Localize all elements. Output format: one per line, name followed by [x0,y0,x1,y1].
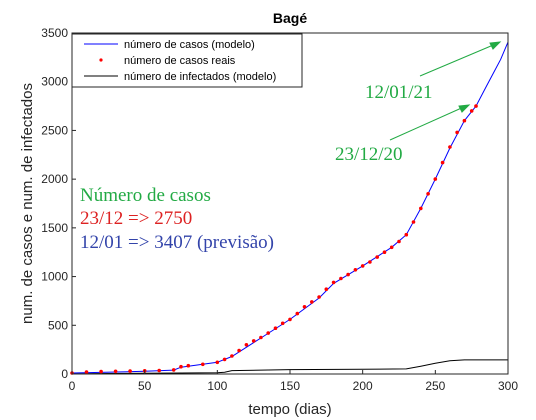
data-point-real-26 [324,287,329,292]
data-point-real-2 [99,369,103,374]
data-point-real-9 [186,363,191,368]
data-point-real-44 [455,130,459,135]
y-tick-label-2: 1000 [41,270,68,284]
data-point-real-3 [113,369,118,374]
data-point-real-4 [128,369,132,373]
plot-area [72,33,508,374]
annotation-arrows [389,41,502,141]
annotation-23-12-20: 23/12/20 [335,144,403,165]
data-point-real-39 [419,206,423,211]
x-tick-label-5: 250 [425,379,445,393]
y-tick-label-4: 2000 [41,172,68,186]
data-point-real-10 [201,362,205,367]
data-point-real-19 [273,326,278,331]
y-tick-label-6: 3000 [41,75,68,89]
data-point-real-16 [251,339,256,343]
y-tick-label-5: 2500 [41,123,68,137]
data-point-real-38 [411,220,416,224]
data-point-real-23 [302,305,307,309]
data-point-real-20 [280,321,285,326]
annotation-12-01-21: 12/01/21 [365,82,433,103]
data-point-real-31 [360,264,365,268]
data-point-real-40 [426,192,430,196]
info-line-2: 23/12 => 2750 [80,208,192,229]
data-point-real-43 [448,145,452,149]
data-point-real-41 [433,177,438,181]
ticks-layer: 0 50 100 150 200 250 3000500100015002000250030… [41,26,518,393]
legend-label-infected: número de infectados (modelo) [124,71,276,83]
data-point-real-34 [382,250,387,254]
data-point-real-18 [266,331,271,335]
data-point-real-46 [469,109,474,113]
x-tick-label-2: 100 [207,379,227,393]
info-line-3: 12/01 => 3407 (previsão) [80,232,274,253]
data-point-real-11 [215,360,220,365]
arrowhead-12-01-21 [489,41,502,50]
legend-swatch-real [99,58,103,62]
data-point-real-14 [237,348,241,353]
legend-label-real: número de casos reais [124,55,236,67]
legend-box [71,33,303,88]
data-point-real-37 [404,232,409,237]
data-point-real-45 [462,118,467,123]
y-tick-label-3: 1500 [41,221,68,235]
chart-title: Bagé [273,10,307,26]
y-tick-label-7: 3500 [41,26,68,40]
data-point-real-33 [375,255,380,259]
data-point-real-24 [310,300,314,304]
arrowhead-23-12-20 [458,104,471,113]
data-point-real-28 [339,276,343,281]
x-tick-label-3: 150 [280,379,300,393]
data-point-real-32 [368,260,372,264]
arrow-12-01-21 [419,42,499,77]
legend-label-model: número de casos (modelo) [124,39,255,51]
x-tick-label-6: 300 [498,379,518,393]
data-point-real-47 [474,104,478,108]
x-tick-label-0: 0 [69,379,76,393]
data-point-real-13 [230,354,234,358]
data-point-real-17 [259,335,263,340]
x-axis-label: tempo (dias) [248,401,331,418]
data-point-real-12 [222,357,227,362]
data-point-real-7 [171,368,176,372]
info-line-1: Número de casos [80,185,211,206]
data-point-real-21 [288,317,292,322]
data-point-real-22 [295,311,300,316]
x-tick-label-1: 50 [138,379,152,393]
data-point-real-8 [179,364,183,369]
y-tick-label-1: 500 [48,318,68,332]
data-point-real-30 [353,268,358,272]
data-point-real-42 [440,160,445,165]
y-tick-label-0: 0 [61,367,68,381]
arrow-23-12-20 [389,105,467,141]
data-point-real-6 [157,368,161,373]
x-tick-label-4: 200 [353,379,373,393]
data-point-real-27 [331,280,336,285]
data-point-real-1 [84,370,89,374]
data-point-real-35 [389,245,394,250]
data-point-real-15 [244,343,249,347]
data-point-real-25 [317,295,321,299]
y-axis-label: num. de casos e num. de infectados [19,83,36,324]
data-point-real-29 [346,272,350,277]
legend: número de casos (modelo) número de casos… [71,33,303,88]
data-point-real-36 [397,239,401,244]
